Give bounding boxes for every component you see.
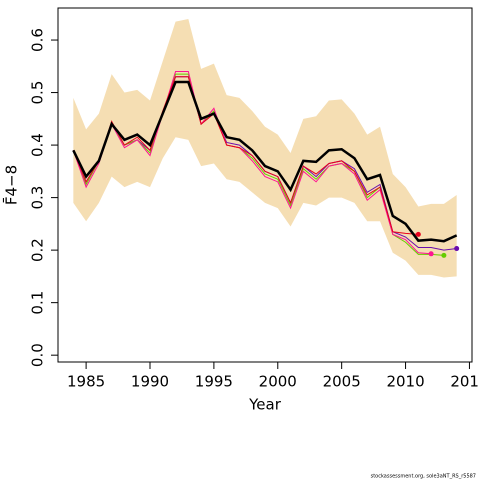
retro-end-point bbox=[441, 252, 447, 258]
y-tick-label: 0.6 bbox=[29, 28, 47, 52]
estimate-line bbox=[72, 80, 458, 243]
x-tick-label: 1985 bbox=[67, 373, 105, 391]
y-axis-label: F̄4−8 bbox=[2, 165, 21, 205]
x-tick-label: 1995 bbox=[195, 373, 233, 391]
y-tick-label: 0.4 bbox=[29, 133, 47, 157]
x-tick-label: 2015 bbox=[450, 373, 480, 391]
y-tick-label: 0.2 bbox=[29, 238, 47, 262]
x-tick-label: 1990 bbox=[131, 373, 169, 391]
x-tick-label: 2005 bbox=[323, 373, 361, 391]
y-tick-label: 0.3 bbox=[29, 186, 47, 210]
x-tick-label: 2000 bbox=[259, 373, 297, 391]
footer: stockassessment.org, sole3aNT_RS_r5587 bbox=[371, 474, 476, 480]
y-tick-label: 0.0 bbox=[29, 343, 47, 367]
retro-end-point bbox=[415, 231, 421, 237]
y-tick-label: 0.5 bbox=[29, 81, 47, 105]
x-tick-label: 2010 bbox=[386, 373, 424, 391]
y-tick-label: 0.1 bbox=[29, 291, 47, 315]
retro-end-point bbox=[454, 246, 460, 252]
x-axis-label: Year bbox=[248, 396, 282, 414]
retro-line bbox=[72, 71, 432, 255]
retro-line bbox=[72, 76, 419, 235]
retro-end-point bbox=[428, 251, 434, 257]
confidence-band bbox=[73, 19, 457, 278]
plot-frame bbox=[57, 7, 473, 363]
